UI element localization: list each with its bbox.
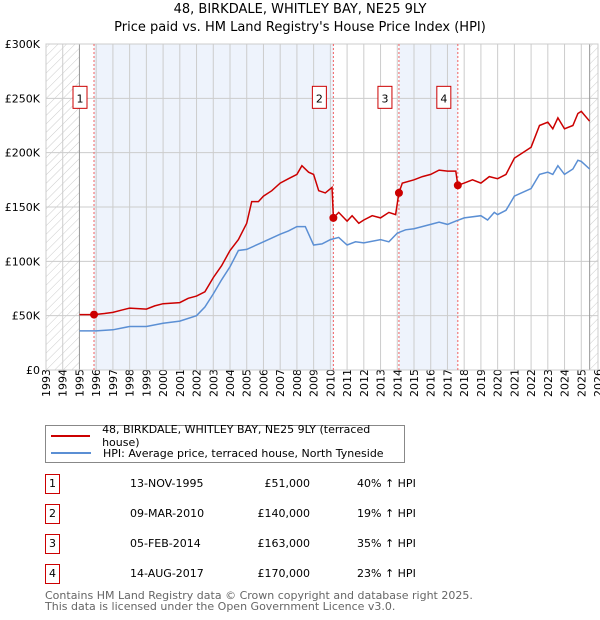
sale-point: [453, 181, 462, 190]
sale-label-box: [436, 85, 452, 109]
y-tick-label: £100K: [5, 255, 41, 268]
x-tick-label: 2026: [592, 369, 600, 397]
transaction-number: 4: [45, 564, 60, 584]
transaction-hpi-change: 19% ↑ HPI: [357, 507, 416, 520]
x-tick-label: 1996: [90, 369, 103, 397]
x-tick-label: 2009: [308, 369, 321, 397]
y-tick-label: £200K: [5, 147, 41, 160]
legend-item-property: 48, BIRKDALE, WHITLEY BAY, NE25 9LY (ter…: [46, 423, 404, 449]
sale-label: 1: [77, 92, 84, 105]
sale-point: [90, 310, 99, 319]
transaction-hpi-change: 35% ↑ HPI: [357, 537, 416, 550]
transaction-row: 1 13-NOV-1995 £51,000 40% ↑ HPI: [45, 474, 465, 494]
x-tick-label: 1999: [140, 369, 153, 397]
transaction-row: 3 05-FEB-2014 £163,000 35% ↑ HPI: [45, 534, 465, 554]
transaction-price: £163,000: [257, 537, 311, 550]
legend: 48, BIRKDALE, WHITLEY BAY, NE25 9LY (ter…: [45, 423, 405, 463]
x-tick-label: 2017: [441, 369, 454, 397]
transaction-date: 05-FEB-2014: [130, 537, 201, 550]
x-tick-label: 2025: [575, 369, 588, 397]
x-tick-label: 2023: [542, 369, 555, 397]
transaction-number: 1: [45, 474, 60, 494]
transaction-date: 14-AUG-2017: [130, 567, 204, 580]
x-tick-label: 2006: [257, 369, 270, 397]
x-tick-label: 2007: [274, 369, 287, 397]
x-tick-label: 2011: [341, 369, 354, 397]
transaction-price: £170,000: [257, 567, 311, 580]
y-tick-label: £250K: [5, 92, 41, 105]
x-tick-label: 2000: [157, 369, 170, 397]
x-tick-label: 1998: [124, 369, 137, 397]
legend-label-property: 48, BIRKDALE, WHITLEY BAY, NE25 9LY (ter…: [102, 423, 371, 449]
chart-title: 48, BIRKDALE, WHITLEY BAY, NE25 9LY: [173, 2, 427, 17]
x-tick-label: 2008: [291, 369, 304, 397]
transaction-price: £51,000: [264, 477, 311, 490]
legend-label-hpi: HPI: Average price, terraced house, Nort…: [103, 446, 384, 460]
transaction-date: 13-NOV-1995: [130, 477, 204, 490]
y-tick-label: £50K: [12, 310, 41, 323]
x-tick-label: 2013: [375, 369, 388, 397]
x-tick-label: 2018: [458, 369, 471, 397]
x-tick-label: 2020: [492, 369, 505, 397]
y-tick-label: £150K: [5, 201, 41, 214]
sale-point: [394, 188, 403, 197]
x-tick-label: 2022: [525, 369, 538, 397]
hpi-line: [79, 159, 591, 332]
legend-item-hpi: HPI: Average price, terraced house, Nort…: [46, 445, 384, 461]
legend-swatch-hpi: [51, 452, 91, 454]
x-tick-label: 2005: [241, 369, 254, 397]
x-tick-label: 2003: [207, 369, 220, 397]
x-tick-label: 2001: [174, 369, 187, 397]
x-tick-label: 2021: [508, 369, 521, 397]
x-tick-label: 2012: [358, 369, 371, 397]
transaction-price: £140,000: [257, 507, 311, 520]
price-chart: 1993 1994 1995 1996 1997 1998 1999 2000 2001 2002…: [5, 38, 600, 397]
footer-copyright: Contains HM Land Registry data © Crown c…: [45, 589, 473, 602]
x-tick-label: 1997: [107, 369, 120, 397]
transaction-hpi-change: 40% ↑ HPI: [357, 477, 416, 490]
transaction-row: 4 14-AUG-2017 £170,000 23% ↑ HPI: [45, 564, 465, 584]
y-tick-label: £300K: [5, 38, 41, 51]
plot-border: [45, 43, 599, 371]
x-tick-label: 2014: [391, 369, 404, 397]
x-tick-label: 1994: [57, 369, 70, 397]
x-tick-label: 2016: [425, 369, 438, 397]
x-tick-label: 2010: [324, 369, 337, 397]
transaction-row: 2 09-MAR-2010 £140,000 19% ↑ HPI: [45, 504, 465, 524]
x-tick-label: 2002: [191, 369, 204, 397]
x-tick-label: 1995: [73, 369, 86, 397]
sale-label-box: [72, 85, 88, 109]
transaction-date: 09-MAR-2010: [130, 507, 205, 520]
sale-label-box: [311, 85, 327, 109]
sale-label: 2: [316, 92, 323, 105]
sale-label: 4: [440, 92, 447, 105]
transaction-hpi-change: 23% ↑ HPI: [357, 567, 416, 580]
x-tick-label: 2019: [475, 369, 488, 397]
x-tick-label: 2004: [224, 369, 237, 397]
sale-label-box: [377, 85, 393, 109]
sale-point: [329, 213, 338, 222]
legend-swatch-property: [51, 435, 91, 437]
y-tick-label: £0: [26, 364, 40, 377]
footer-licence: This data is licensed under the Open Gov…: [45, 600, 396, 613]
x-tick-label: 2024: [559, 369, 572, 397]
x-tick-label: 2015: [408, 369, 421, 397]
sale-label: 3: [381, 92, 388, 105]
transaction-number: 2: [45, 504, 60, 524]
transaction-number: 3: [45, 534, 60, 554]
chart-subtitle: Price paid vs. HM Land Registry's House …: [114, 20, 486, 35]
x-tick-label: 1993: [40, 369, 53, 397]
property-price-line: [79, 110, 591, 316]
